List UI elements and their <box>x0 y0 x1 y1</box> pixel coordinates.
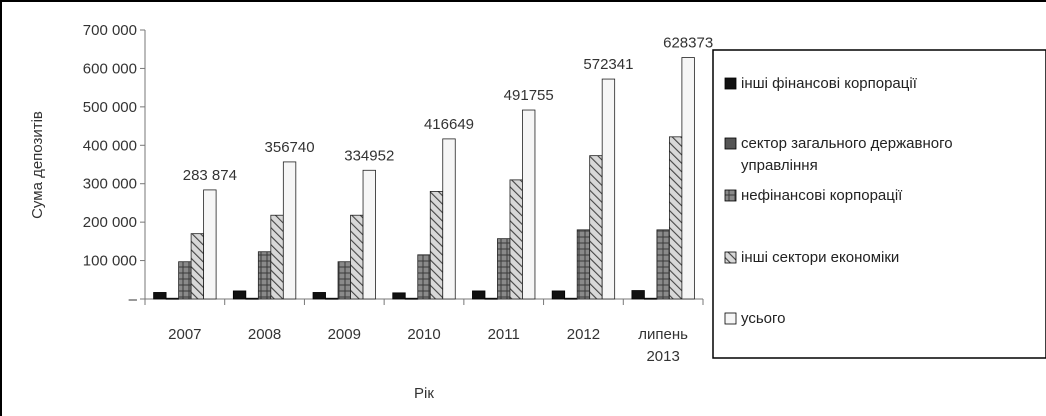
legend-swatch <box>724 137 737 150</box>
total-data-label: 334952 <box>344 147 394 164</box>
bar-5-2007 <box>203 189 217 300</box>
bar-1-липень-2013 <box>631 290 645 300</box>
y-axis-title: Сума депозитів <box>29 111 46 219</box>
bar-2-2007 <box>165 297 180 300</box>
bar-1-2009 <box>312 292 326 300</box>
x-category-label-line2: 2013 <box>646 348 679 365</box>
bar-3-2008 <box>257 251 272 300</box>
bar-4-2009 <box>350 214 364 300</box>
bar-1-2011 <box>472 290 486 300</box>
total-data-label: 628373 <box>663 35 713 52</box>
legend-label: усього <box>741 310 785 327</box>
bar-5-липень-2013 <box>681 57 695 300</box>
bar-5-2012 <box>601 78 616 300</box>
bar-5-2011 <box>522 109 536 300</box>
bar-4-2011 <box>509 179 523 300</box>
y-tick-label: 300 000 <box>83 176 137 193</box>
legend-label: інші фінансові корпорації <box>741 75 918 92</box>
bar-2-2009 <box>325 297 339 300</box>
x-category-label: 2012 <box>567 326 600 343</box>
legend-label: нефінансові корпорації <box>741 187 903 204</box>
legend-label: сектор загального державного <box>741 135 953 152</box>
total-data-label: 283 874 <box>183 167 237 184</box>
bar-1-2007 <box>153 292 167 300</box>
total-data-label: 416649 <box>424 116 474 133</box>
bar-2-2012 <box>564 297 578 300</box>
y-tick-label: – <box>129 291 138 308</box>
x-category-label: липень <box>638 326 688 343</box>
x-category-label: 2008 <box>248 326 281 343</box>
x-category-label: 2007 <box>168 326 201 343</box>
x-category-label: 2011 <box>488 326 520 343</box>
legend-swatch <box>724 77 737 90</box>
bar-3-2011 <box>497 238 511 300</box>
y-tick-label: 500 000 <box>83 99 137 116</box>
y-tick-label: 400 000 <box>83 137 137 154</box>
bar-2-липень-2013 <box>643 297 658 300</box>
legend-swatch <box>724 251 737 264</box>
y-tick-label: 100 000 <box>83 253 137 270</box>
bar-4-2012 <box>589 155 603 300</box>
bar-2-2010 <box>404 297 419 300</box>
bar-1-2008 <box>232 290 247 300</box>
bar-3-липень-2013 <box>656 229 670 300</box>
bar-4-2010 <box>429 190 444 300</box>
y-tick-label: 600 000 <box>83 60 137 77</box>
bar-3-2010 <box>417 254 431 300</box>
bar-2-2008 <box>245 297 259 300</box>
bar-1-2012 <box>551 290 566 300</box>
bar-3-2009 <box>337 261 351 300</box>
bar-5-2009 <box>362 169 376 300</box>
bar-3-2007 <box>178 261 192 300</box>
bar-4-2008 <box>270 214 284 300</box>
bar-4-липень-2013 <box>668 136 683 300</box>
bar-5-2008 <box>282 161 297 300</box>
x-category-label: 2010 <box>407 326 440 343</box>
y-tick-label: 700 000 <box>83 22 137 39</box>
total-data-label: 356740 <box>265 139 315 156</box>
legend-swatch <box>724 312 737 325</box>
y-tick-label: 200 000 <box>83 214 137 231</box>
legend-box <box>712 49 1046 359</box>
bar-3-2012 <box>576 229 591 300</box>
legend-label: інші сектори економіки <box>741 249 899 266</box>
bar-2-2011 <box>484 297 498 300</box>
total-data-label: 491755 <box>504 87 554 104</box>
bar-4-2007 <box>190 233 205 300</box>
bar-1-2010 <box>392 292 406 300</box>
legend-swatch <box>724 189 737 202</box>
x-category-label: 2009 <box>328 326 361 343</box>
total-data-label: 572341 <box>583 56 633 73</box>
x-axis-title: Рік <box>414 385 434 402</box>
legend-label-line2: управління <box>741 157 818 174</box>
bar-5-2010 <box>442 138 456 300</box>
